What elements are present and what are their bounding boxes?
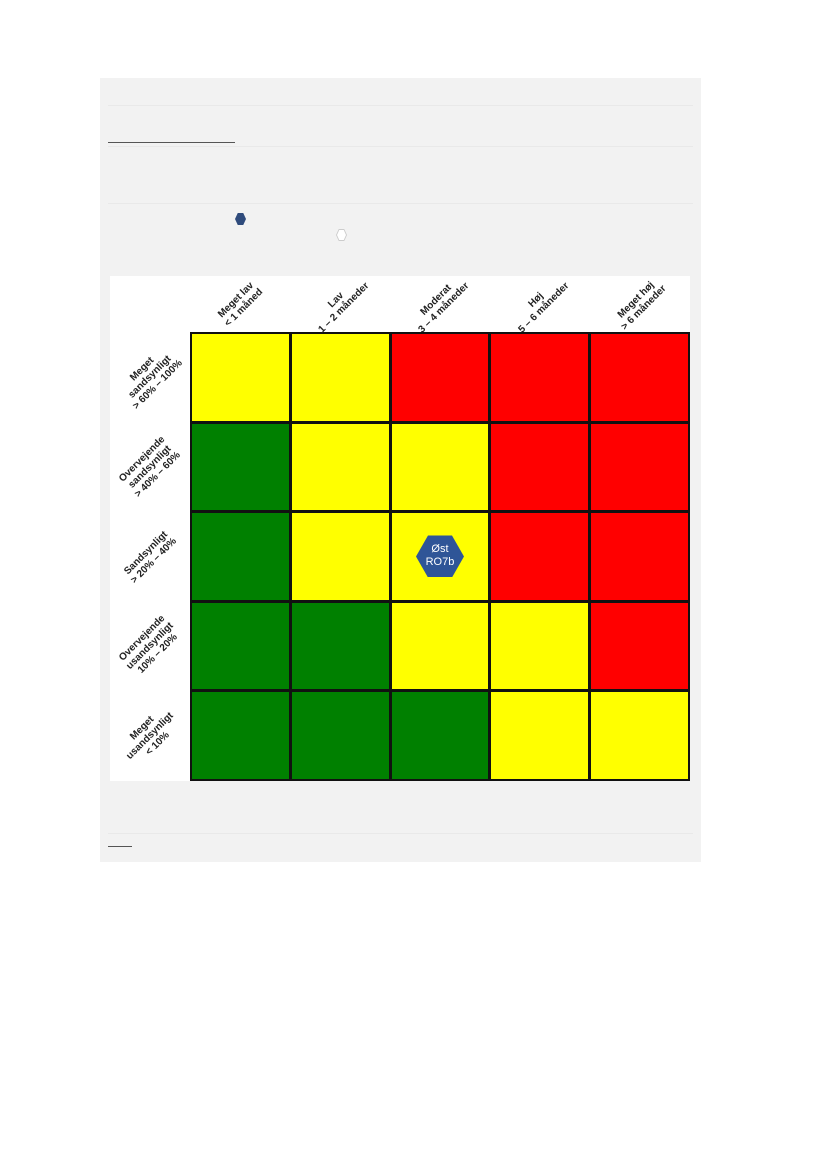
matrix-cell-yellow — [192, 334, 289, 421]
row-header: Meget sandsynligt > 60% – 100% — [99, 326, 200, 427]
matrix-cell-yellow — [491, 692, 589, 779]
matrix-cell-yellow — [291, 423, 389, 511]
divider — [108, 833, 693, 834]
matrix-cell-red — [391, 334, 489, 421]
row-header: Meget usandsynligt < 10% — [99, 686, 200, 787]
matrix-cell-green — [192, 692, 289, 779]
divider — [108, 105, 693, 106]
matrix-cell-green — [192, 513, 289, 600]
row-header: Overvejende usandsynligt 10% – 20% — [99, 596, 200, 697]
empty-hexagon-icon — [336, 229, 347, 241]
marker-line2: RO7b — [425, 556, 455, 569]
row-label-2: usandsynligt — [124, 620, 176, 673]
matrix-cell-green — [391, 692, 489, 779]
matrix-cell-yellow — [391, 423, 489, 511]
matrix-cell-red — [591, 602, 688, 690]
row-label: Sandsynligt — [122, 528, 171, 577]
matrix-cell-green — [192, 423, 289, 511]
matrix-cell-yellow — [591, 692, 688, 779]
row-header: Overvejende sandsynligt > 40% – 60% — [99, 416, 200, 517]
filled-hexagon-icon — [235, 213, 246, 225]
divider — [108, 146, 693, 147]
matrix-cell-yellow: Øst RO7b — [391, 513, 489, 600]
divider — [108, 203, 693, 204]
matrix-cell-red — [591, 423, 688, 511]
risk-grid: Øst RO7b — [190, 332, 690, 781]
matrix-cell-yellow — [391, 602, 489, 690]
row-label-2: sandsynligt — [126, 443, 174, 491]
matrix-cell-red — [591, 513, 688, 600]
underline — [108, 142, 235, 143]
row-label-2: sandsynligt — [126, 353, 174, 401]
matrix-cell-red — [491, 423, 589, 511]
row-header: Sandsynligt > 20% – 40% — [103, 510, 196, 603]
matrix-cell-green — [291, 692, 389, 779]
marker-line1: Øst — [431, 543, 449, 556]
row-label-2: usandsynligt — [124, 710, 176, 762]
matrix-cell-green — [192, 602, 289, 690]
underline — [108, 846, 132, 847]
row-range: > 20% – 40% — [128, 535, 179, 586]
matrix-cell-green — [291, 602, 389, 690]
matrix-cell-red — [491, 513, 589, 600]
risk-marker-hexagon: Øst RO7b — [415, 535, 464, 578]
matrix-cell-yellow — [291, 513, 389, 600]
risk-matrix: Øst RO7b Meget lav < 1 måned Lav 1 – 2 måned… — [110, 276, 690, 781]
matrix-cell-red — [591, 334, 688, 421]
matrix-cell-red — [491, 334, 589, 421]
matrix-cell-yellow — [291, 334, 389, 421]
matrix-cell-yellow — [491, 602, 589, 690]
